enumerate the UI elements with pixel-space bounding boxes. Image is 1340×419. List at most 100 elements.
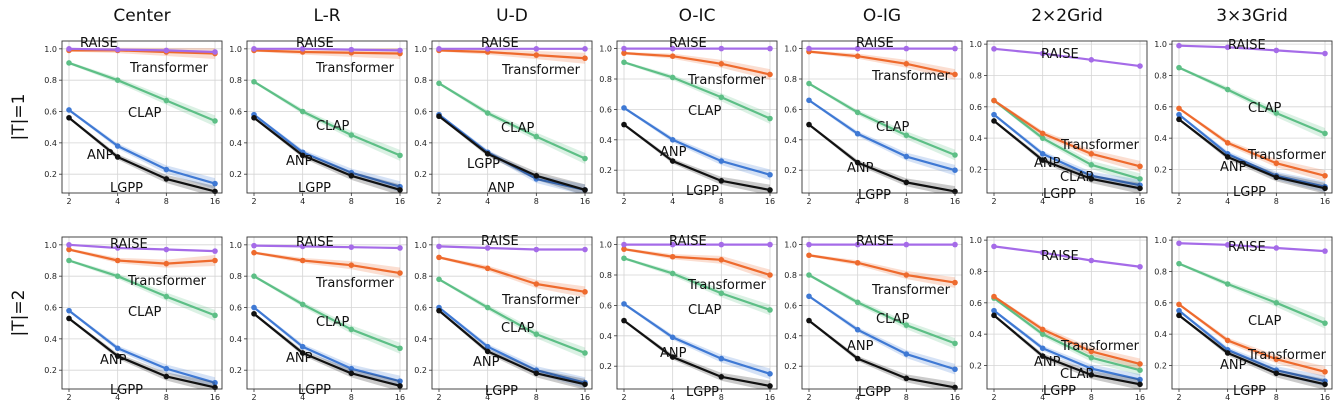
line-clap [253,275,401,350]
point-transformer-x2 [1176,301,1182,308]
point-clap-x4 [854,109,861,116]
y-tick-label: 0.8 [599,271,612,280]
series-anp [621,301,773,380]
row-label-2: |T|=2 [9,290,29,337]
point-clap-x4 [1224,86,1231,93]
band-clap [69,61,215,127]
y-tick-label: 0.4 [1154,330,1167,339]
y-tick-label: 1.0 [229,45,242,54]
panel-t-2-center: 0.2 0.4 0.6 0.8 1.0 2 4 8 16 RAISE Transformer CLAP… [44,236,223,402]
series-raise [991,243,1143,270]
point-lgpp-x4 [114,154,121,160]
point-raise-x8 [348,244,355,250]
band-transformer [624,247,770,281]
line-anp [623,106,771,176]
series-anp [66,107,218,190]
point-raise-x8 [903,45,910,52]
series-label-anp: ANP [1220,358,1247,373]
point-raise-x2 [1176,42,1182,49]
point-raise-x2 [66,46,72,52]
point-lgpp-x8 [1088,372,1095,378]
y-tick-label: 0.4 [969,134,982,143]
point-clap-x8 [1273,300,1280,306]
series-lgpp [1176,116,1328,193]
point-lgpp-x2 [1176,116,1182,123]
point-anp-x4 [1039,345,1046,352]
series-transformer [1176,301,1328,378]
point-lgpp-x2 [436,113,442,120]
series-label-anp: ANP [660,145,687,160]
band-transformer [439,49,585,64]
series-raise [1176,42,1328,57]
series-label-raise: RAISE [1041,47,1079,62]
y-tick-label: 0.8 [784,75,797,84]
series-label-transformer: Transformer [687,278,767,293]
point-raise-x4 [1039,50,1046,57]
series-clap [1176,260,1328,329]
y-tick-label: 0.2 [1154,361,1167,370]
line-transformer [253,49,401,55]
series-label-anp: ANP [847,161,874,176]
point-anp-x2 [251,304,257,311]
x-tick-label: 2 [251,393,256,402]
point-clap-x2 [621,59,627,66]
panel-t-2-o-ic: 0.2 0.4 0.6 0.8 1.0 2 4 8 16 RAISE Transformer CLAP… [599,234,778,402]
point-anp-x2 [1176,111,1182,118]
y-tick-label: 0.8 [1154,267,1167,276]
series-clap [806,272,958,349]
series-transformer [66,246,218,268]
band-anp [254,113,400,193]
point-raise-x16 [582,46,588,52]
line-anp [1178,113,1326,188]
series-label-clap: CLAP [1060,367,1094,382]
y-tick-label: 0.8 [784,271,797,280]
point-lgpp-x4 [484,151,491,157]
point-transformer-x4 [299,257,306,264]
point-clap-x8 [903,322,910,328]
x-tick-label: 16 [950,197,960,206]
point-transformer-x16 [582,289,588,295]
point-lgpp-x16 [1322,185,1328,192]
point-raise-x8 [718,241,725,248]
point-lgpp-x4 [299,152,306,159]
point-raise-x2 [621,45,627,52]
series-label-anp: ANP [286,154,313,169]
y-tick-label: 0.6 [44,108,57,117]
point-lgpp-x4 [669,158,676,164]
series-label-lgpp: LGPP [467,157,500,172]
column-title-2x2grid: 2×2Grid [1031,6,1103,26]
point-raise-x16 [212,248,218,254]
line-anp [808,99,956,172]
line-lgpp [993,314,1141,386]
y-tick-label: 1.0 [44,241,57,250]
point-raise-x16 [1322,248,1328,254]
x-tick-label: 8 [719,393,724,402]
point-transformer-x8 [1273,356,1280,363]
row-label-1: |T|=1 [9,94,29,141]
band-anp [69,309,215,389]
point-clap-x4 [484,304,491,311]
series-raise [806,241,958,248]
series-label-transformer: Transformer [129,61,209,76]
line-anp [1178,309,1326,383]
point-anp-x8 [718,158,725,164]
band-transformer [1179,107,1325,182]
series-label-raise: RAISE [1228,38,1266,53]
series-label-transformer: Transformer [687,73,767,88]
point-clap-x8 [718,94,725,101]
line-transformer [808,50,956,76]
point-anp-x16 [397,378,403,384]
line-anp [438,306,586,384]
series-label-raise: RAISE [110,237,148,252]
point-transformer-x8 [1273,160,1280,167]
band-lgpp [809,123,955,193]
band-anp [994,309,1140,386]
point-transformer-x8 [1088,348,1095,355]
series-label-lgpp: LGPP [110,181,143,196]
point-transformer-x4 [1224,337,1231,344]
point-anp-x8 [718,355,725,362]
point-transformer-x2 [251,249,257,256]
point-lgpp-x4 [1224,154,1231,160]
point-anp-x16 [1137,376,1143,383]
